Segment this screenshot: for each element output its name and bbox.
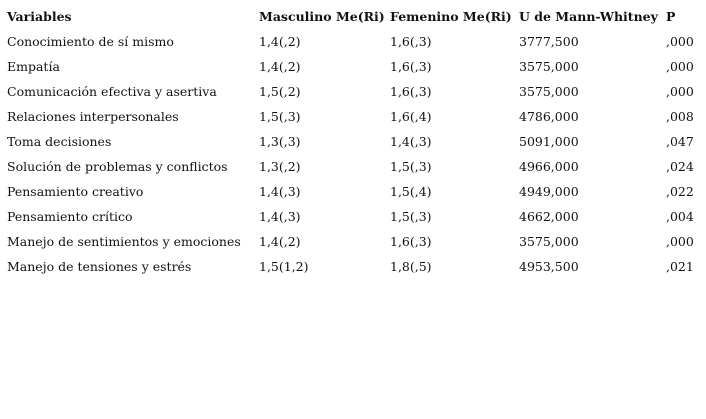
p-value-cell: ,022 (666, 184, 694, 199)
u-value-cell: 3575,000 (519, 59, 579, 74)
masculino-cell: 1,5(,3) (259, 109, 301, 124)
p-value-cell: ,000 (666, 34, 694, 49)
p-value-cell: ,021 (666, 259, 694, 274)
u-value-cell: 3575,000 (519, 84, 579, 99)
u-value-cell: 4966,000 (519, 159, 579, 174)
femenino-cell: 1,6(,3) (390, 84, 432, 99)
masculino-cell: 1,3(,2) (259, 159, 301, 174)
header-cell: Variables (7, 9, 72, 24)
p-value-cell: ,000 (666, 84, 694, 99)
femenino-cell: 1,5(,4) (390, 184, 432, 199)
header-cell: Masculino Me(Ri) (259, 9, 385, 24)
variable-cell: Relaciones interpersonales (7, 109, 179, 124)
variable-cell: Solución de problemas y conflictos (7, 159, 228, 174)
u-value-cell: 3777,500 (519, 34, 579, 49)
u-value-cell: 4786,000 (519, 109, 579, 124)
p-value-cell: ,008 (666, 109, 694, 124)
femenino-cell: 1,5(,3) (390, 209, 432, 224)
masculino-cell: 1,4(,2) (259, 234, 301, 249)
variable-cell: Comunicación efectiva y asertiva (7, 84, 217, 99)
masculino-cell: 1,4(,3) (259, 209, 301, 224)
p-value-cell: ,000 (666, 234, 694, 249)
femenino-cell: 1,6(,3) (390, 59, 432, 74)
femenino-cell: 1,6(,4) (390, 109, 432, 124)
masculino-cell: 1,3(,3) (259, 134, 301, 149)
u-value-cell: 4953,500 (519, 259, 579, 274)
masculino-cell: 1,5(1,2) (259, 259, 309, 274)
p-value-cell: ,004 (666, 209, 694, 224)
u-value-cell: 5091,000 (519, 134, 579, 149)
variable-cell: Pensamiento crítico (7, 209, 133, 224)
femenino-cell: 1,8(,5) (390, 259, 432, 274)
femenino-cell: 1,6(,3) (390, 34, 432, 49)
variable-cell: Conocimiento de sí mismo (7, 34, 174, 49)
femenino-cell: 1,6(,3) (390, 234, 432, 249)
u-value-cell: 4949,000 (519, 184, 579, 199)
masculino-cell: 1,5(,2) (259, 84, 301, 99)
p-value-cell: ,000 (666, 59, 694, 74)
variable-cell: Pensamiento creativo (7, 184, 144, 199)
header-cell: P (666, 9, 676, 24)
header-cell: U de Mann-Whitney (519, 9, 658, 24)
femenino-cell: 1,5(,3) (390, 159, 432, 174)
p-value-cell: ,047 (666, 134, 694, 149)
femenino-cell: 1,4(,3) (390, 134, 432, 149)
u-value-cell: 4662,000 (519, 209, 579, 224)
masculino-cell: 1,4(,2) (259, 34, 301, 49)
u-value-cell: 3575,000 (519, 234, 579, 249)
masculino-cell: 1,4(,3) (259, 184, 301, 199)
p-value-cell: ,024 (666, 159, 694, 174)
masculino-cell: 1,4(,2) (259, 59, 301, 74)
variable-cell: Manejo de sentimientos y emociones (7, 234, 241, 249)
variable-cell: Toma decisiones (7, 134, 112, 149)
variable-cell: Manejo de tensiones y estrés (7, 259, 192, 274)
variable-cell: Empatía (7, 59, 60, 74)
header-cell: Femenino Me(Ri) (390, 9, 512, 24)
